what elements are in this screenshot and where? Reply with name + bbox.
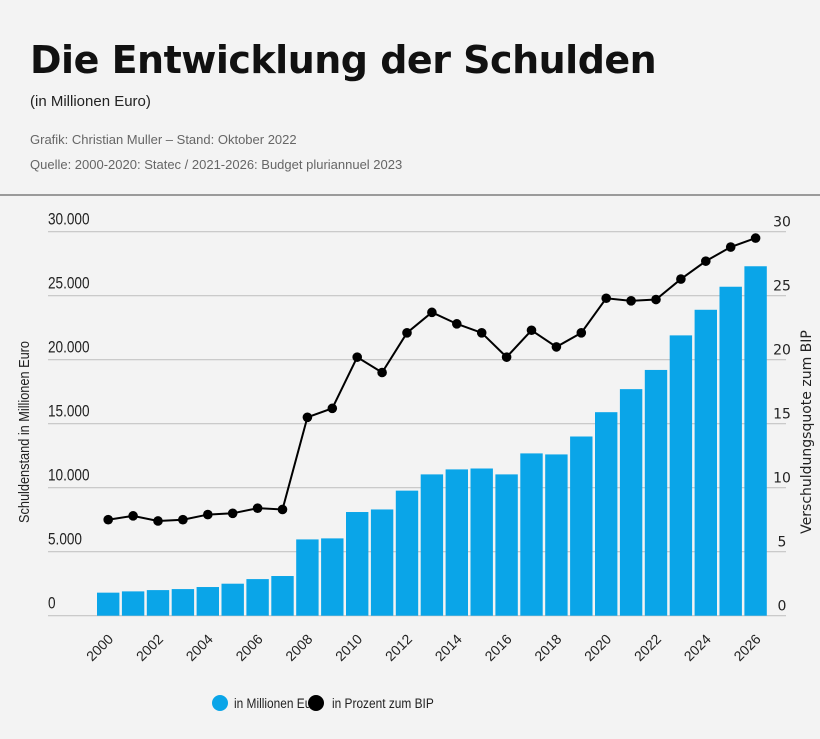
right-tick-label: 15 (773, 407, 791, 423)
line-point-2023 (676, 274, 686, 284)
bar-2019 (570, 436, 593, 616)
bar-2018 (545, 454, 568, 616)
line-point-2012 (402, 328, 412, 338)
bar-2017 (520, 453, 543, 616)
legend-label-bip: in Prozent zum BIP (332, 695, 434, 711)
x-tick-label: 2024 (681, 631, 714, 664)
line-point-2001 (128, 511, 138, 521)
line-point-2021 (626, 296, 636, 306)
x-tick-label: 2010 (332, 631, 365, 664)
line-point-2010 (352, 352, 363, 362)
left-tick-label: 15.000 (48, 402, 90, 421)
bar-2008 (296, 539, 319, 616)
left-axis-title: Schuldenstand in Millionen Euro (15, 341, 32, 523)
x-tick-label: 2006 (232, 631, 265, 664)
line-point-2004 (203, 509, 213, 520)
line-point-2020 (601, 293, 611, 304)
bar-2014 (445, 469, 468, 616)
line-point-2013 (427, 307, 437, 318)
bar-2022 (644, 369, 668, 616)
source-line: Quelle: 2000-2020: Statec / 2021-2026: B… (30, 157, 403, 172)
bar-2012 (395, 490, 419, 616)
bar-2001 (121, 591, 145, 616)
left-tick-label: 0 (48, 594, 56, 613)
bar-2006 (246, 579, 269, 616)
left-tick-label: 25.000 (48, 274, 90, 293)
x-tick-label: 2014 (432, 631, 465, 664)
line-point-2018 (551, 342, 562, 352)
x-tick-label: 2016 (481, 631, 514, 664)
right-tick-label: 5 (778, 535, 787, 551)
x-tick-label: 2008 (282, 631, 315, 664)
bar-2005 (221, 583, 244, 616)
bar-2009 (321, 538, 344, 616)
x-tick-label: 2020 (581, 631, 614, 664)
left-tick-label: 30.000 (48, 210, 90, 229)
right-tick-label: 30 (773, 215, 791, 231)
legend-swatch-euro (212, 695, 228, 711)
bar-2007 (271, 576, 294, 616)
left-tick-label: 20.000 (48, 338, 90, 357)
legend-swatch-bip (308, 695, 324, 711)
line-point-2015 (476, 328, 487, 338)
bar-2025 (719, 286, 742, 616)
line-point-2016 (501, 352, 512, 362)
bar-2015 (470, 468, 493, 616)
bar-series (97, 266, 767, 616)
bar-2000 (97, 592, 120, 616)
line-series (103, 233, 761, 526)
left-tick-label: 5.000 (48, 530, 82, 549)
line-point-2022 (651, 294, 661, 305)
chart-subtitle: (in Millionen Euro) (30, 93, 151, 110)
line-point-2017 (526, 325, 537, 336)
line-point-2000 (103, 514, 113, 525)
line-point-2014 (452, 319, 462, 329)
legend: in Millionen Euro in Prozent zum BIP (212, 695, 434, 711)
header-divider (0, 194, 820, 196)
line-point-2011 (377, 367, 387, 378)
x-tick-label: 2000 (83, 631, 116, 664)
line-point-2008 (302, 412, 313, 423)
bar-2003 (171, 589, 195, 616)
chart-title: Die Entwicklung der Schulden (30, 38, 657, 82)
bar-2024 (694, 309, 717, 616)
bar-2004 (196, 587, 219, 616)
right-tick-label: 25 (773, 279, 791, 295)
x-tick-label: 2012 (382, 631, 415, 664)
credit-line: Grafik: Christian Muller – Stand: Oktobe… (30, 132, 297, 147)
line-point-2026 (750, 233, 761, 243)
bar-2023 (669, 335, 693, 616)
x-tick-label: 2026 (730, 631, 763, 664)
line-point-2025 (725, 242, 736, 252)
bar-2011 (370, 509, 394, 616)
line-point-2005 (227, 508, 238, 519)
bar-2002 (146, 590, 170, 616)
x-tick-label: 2004 (183, 631, 216, 664)
right-tick-label: 20 (773, 343, 791, 359)
bar-2026 (744, 266, 767, 616)
bar-2013 (420, 474, 444, 616)
line-point-2003 (178, 514, 188, 525)
left-tick-label: 10.000 (48, 466, 90, 485)
line-point-2019 (576, 328, 587, 338)
bar-2016 (495, 474, 518, 616)
line-point-2009 (327, 403, 338, 414)
right-axis-title: Verschuldungsquote zum BIP (799, 330, 815, 534)
bar-2021 (619, 389, 643, 616)
line-point-2024 (701, 256, 711, 266)
line-point-2007 (277, 504, 288, 515)
x-tick-label: 2002 (133, 631, 166, 664)
x-tick-label: 2018 (531, 631, 564, 664)
line-point-2002 (153, 516, 163, 526)
right-tick-label: 10 (773, 471, 791, 487)
legend-label-euro: in Millionen Euro (234, 695, 322, 711)
right-tick-label: 0 (778, 599, 787, 615)
x-tick-label: 2022 (631, 631, 664, 664)
bar-2020 (595, 412, 618, 616)
bar-2010 (346, 512, 369, 616)
line-point-2006 (252, 503, 263, 513)
